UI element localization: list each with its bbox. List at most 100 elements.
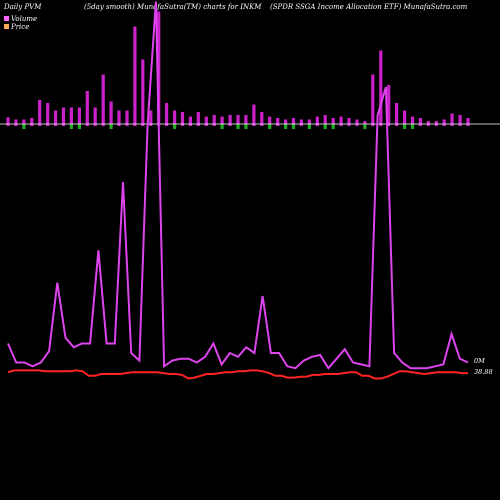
volume-bar-marker [268,124,272,129]
volume-bar [180,112,185,124]
volume-bar [450,113,454,124]
volume-bar-marker [46,124,50,126]
volume-bar-marker [442,124,446,126]
volume-bar [61,107,66,124]
volume-bar [22,119,26,124]
chart-header-left: Daily PVM [3,3,42,11]
volume-bar [117,110,121,124]
volume-bar [125,110,129,124]
legend-swatch-volume [4,16,9,21]
volume-bar [371,74,375,124]
volume-bar [141,59,145,124]
volume-bar-marker [54,124,58,126]
volume-bar-marker [22,124,26,129]
volume-bar-marker [117,124,121,126]
volume-bar-marker [69,124,73,129]
volume-bar-marker [339,124,343,126]
volume-bar-marker [30,124,34,126]
volume-bar [315,116,319,124]
volume-bar [77,107,81,124]
volume-bar-marker [363,124,367,129]
volume-bar [149,110,153,124]
volume-bar-marker [220,124,224,129]
volume-bar [212,115,216,124]
volume-bar-marker [133,124,137,126]
volume-bar-marker [410,124,415,129]
volume-bar-marker [291,124,296,129]
volume-bar [442,119,446,124]
volume-bar-marker [236,124,240,129]
volume-bar [14,119,18,124]
volume-bar [355,119,359,124]
volume-bar-marker [276,124,280,126]
price-line [7,369,468,380]
volume-bar-marker [196,124,200,126]
volume-bar-marker [458,124,462,126]
volume-bar [6,117,10,125]
volume-bar-marker [125,124,129,126]
volume-bar-marker [188,124,192,126]
volume-bar-marker [141,124,145,126]
volume-bar-marker [244,124,248,129]
volume-bar [93,107,97,124]
volume-bar-marker [180,124,185,126]
legend-swatch-price [4,24,9,29]
volume-bar-marker [450,124,454,126]
volume-bar-marker [93,124,97,126]
volume-bar-marker [347,124,351,126]
volume-bar [109,101,113,124]
volume-bar-marker [165,124,169,126]
volume-bar [323,115,327,124]
volume-bar-marker [212,124,216,126]
volume-bar [291,118,296,124]
volume-bar [133,26,137,124]
volume-bar [244,115,248,124]
volume-bar [299,119,303,124]
volume-bar [307,119,311,124]
volume-bar-marker [403,124,407,129]
volume-bar-marker [307,124,311,129]
volume-bar [30,118,34,124]
volume-bar [165,103,169,124]
volume-bar [379,50,383,124]
volume-bar [85,91,89,124]
volume-bar [69,107,73,124]
volume-bar-marker [284,124,288,129]
volume-bar-marker [204,124,208,126]
volume-bar-marker [109,124,113,129]
volume-bar-marker [77,124,81,129]
volume-bar-marker [331,124,335,129]
volume-bar [418,118,422,124]
volume-bar-marker [379,124,383,126]
volume-bar [157,11,161,124]
volume-bar-marker [371,124,375,126]
volume-bar-marker [355,124,359,126]
volume-bar-marker [228,124,232,126]
legend-label-volume: Volume [11,15,37,23]
volume-bar-marker [395,124,399,126]
volume-bar-marker [85,124,89,126]
volume-end-label: 0M [474,357,485,365]
volume-bar [236,115,240,124]
price-end-label: 38.88 [474,368,493,376]
chart-header-center: (5day smooth) MunafaSutra(TM) charts for… [84,3,262,11]
volume-bar [54,110,58,124]
volume-bar-marker [323,124,327,129]
volume-bar [204,116,208,124]
volume-bar [196,112,200,124]
volume-bar [363,121,367,124]
volume-bar-marker [466,124,470,126]
volume-bar [268,116,272,124]
volume-bar [347,118,351,124]
volume-bar-marker [38,124,42,126]
volume-bar-marker [418,124,422,126]
legend-label-price: Price [10,23,29,31]
chart-header-right: (SPDR SSGA Income Allocation ETF) Munafa… [270,3,468,11]
volume-bar-marker [315,124,319,126]
volume-bar-marker [173,124,177,129]
volume-bar [395,103,399,124]
volume-bar [228,115,232,124]
volume-bar [220,116,224,124]
volume-bar [101,74,105,124]
volume-bar [38,100,42,124]
